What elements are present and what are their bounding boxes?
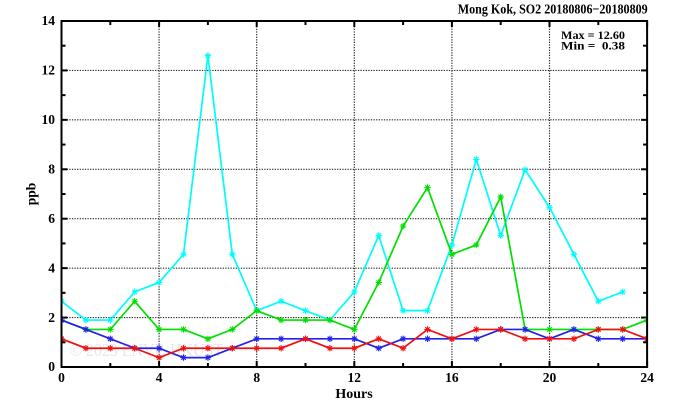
- svg-text:20: 20: [543, 370, 557, 385]
- svg-text:16: 16: [445, 370, 459, 385]
- svg-text:0: 0: [58, 370, 65, 385]
- svg-text:10: 10: [42, 112, 56, 127]
- svg-text:24: 24: [640, 370, 654, 385]
- svg-text:Min = 0.38: Min = 0.38: [561, 39, 625, 53]
- svg-text:Hours: Hours: [335, 387, 373, 402]
- svg-text:8: 8: [253, 370, 260, 385]
- svg-text:ppb: ppb: [24, 183, 39, 206]
- svg-text:14: 14: [42, 13, 56, 28]
- svg-text:12: 12: [348, 370, 362, 385]
- svg-text:12: 12: [42, 63, 56, 78]
- svg-text:4: 4: [48, 260, 55, 275]
- svg-text:Max = 12.60: Max = 12.60: [561, 28, 625, 42]
- svg-text:Mong Kok, SO2 20180806−2018080: Mong Kok, SO2 20180806−20180809: [458, 2, 648, 17]
- svg-text:2: 2: [48, 310, 55, 325]
- svg-text:6: 6: [48, 211, 55, 226]
- svg-text:© 2023 ENVF, HKUST: © 2023 ENVF, HKUST: [70, 340, 223, 360]
- svg-text:4: 4: [156, 370, 163, 385]
- svg-text:0: 0: [48, 359, 55, 374]
- svg-text:8: 8: [48, 161, 55, 176]
